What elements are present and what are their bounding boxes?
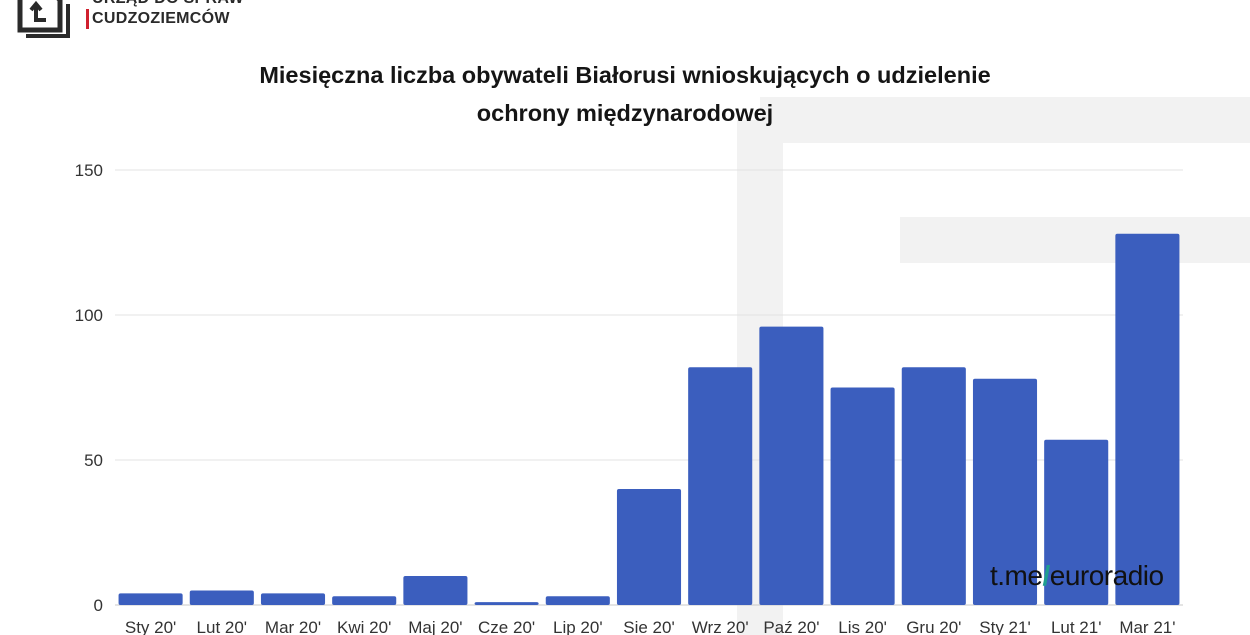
y-tick-label: 100 (75, 306, 103, 325)
x-tick-label: Lis 20' (838, 618, 887, 635)
y-axis: 0 50 100 150 (75, 161, 103, 615)
x-tick-label: Wrz 20' (692, 618, 749, 635)
x-tick-label: Gru 20' (906, 618, 961, 635)
bar (830, 387, 895, 605)
x-tick-label: Mar 20' (265, 618, 321, 635)
x-tick-label: Lut 20' (197, 618, 248, 635)
chart-title: Miesięczna liczba obywateli Białorusi wn… (0, 56, 1250, 132)
bar (616, 489, 682, 605)
bar (1044, 439, 1109, 605)
bar (545, 596, 610, 605)
euroradio-watermark: t.me/euroradio (990, 560, 1164, 592)
chart-title-line1: Miesięczna liczba obywateli Białorusi wn… (259, 62, 991, 88)
watermark-suffix: euroradio (1049, 560, 1164, 591)
logo-text-line2: CUDZOZIEMCÓW (86, 9, 244, 29)
x-tick-label: Mar 21' (1119, 618, 1175, 635)
bar (1115, 233, 1180, 606)
x-tick-label: Lip 20' (553, 618, 603, 635)
watermark-prefix: t.me (990, 560, 1043, 591)
bar (474, 602, 539, 605)
chart-title-line2: ochrony międzynarodowej (476, 100, 774, 126)
bar (403, 576, 468, 605)
x-tick-label: Sty 20' (125, 618, 176, 635)
bar (901, 367, 966, 605)
y-tick-label: 150 (75, 161, 103, 180)
bar (189, 590, 254, 605)
y-tick-label: 50 (84, 451, 103, 470)
bar (332, 596, 397, 605)
agency-logo: URZĄD DO SPRAW CUDZOZIEMCÓW (14, 0, 244, 38)
logo-text-line1: URZĄD DO SPRAW (86, 0, 244, 9)
x-axis: Sty 20' Lut 20' Mar 20' Kwi 20' Maj 20' Cze 2… (125, 618, 1176, 635)
x-tick-label: Paź 20' (763, 618, 819, 635)
bar (688, 367, 753, 605)
bar (260, 593, 326, 605)
bar (118, 593, 183, 605)
watermark-slash: / (1042, 560, 1050, 591)
bar (972, 378, 1038, 605)
bars (118, 233, 1180, 606)
x-tick-label: Sie 20' (623, 618, 674, 635)
y-tick-label: 0 (94, 596, 103, 615)
document-return-icon (17, 0, 70, 38)
x-tick-label: Sty 21' (979, 618, 1030, 635)
x-tick-label: Lut 21' (1051, 618, 1102, 635)
x-tick-label: Maj 20' (408, 618, 462, 635)
x-tick-label: Cze 20' (478, 618, 535, 635)
bar (759, 326, 824, 605)
x-tick-label: Kwi 20' (337, 618, 391, 635)
